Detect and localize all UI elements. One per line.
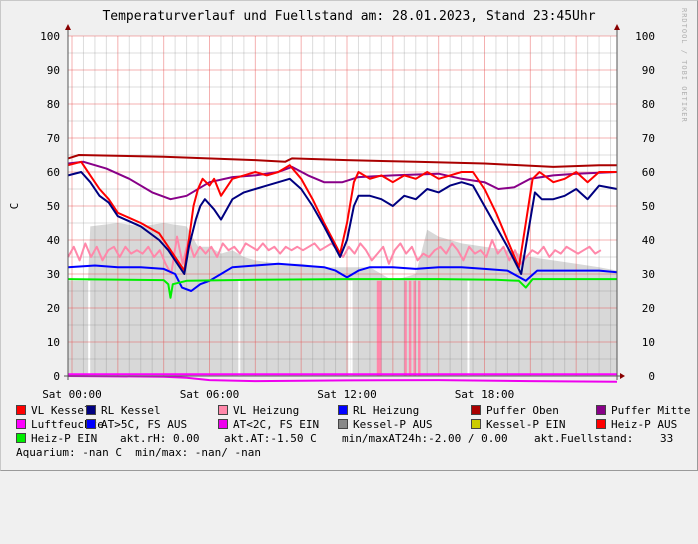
y-tick-label-right: 0 [648,370,655,383]
vl-heizung-bar [404,280,407,376]
legend-label: Kessel-P EIN [486,418,566,431]
fuellstand-label: akt.Fuellstand: [534,432,634,445]
y-tick-label-left: 30 [47,268,60,281]
y-tick-label-left: 90 [47,64,60,77]
vl-heizung-bar [408,280,412,376]
legend-row-2: Luftfeuchte AT>5C, FS AUS AT<2C, FS EIN Kes… [16,418,696,432]
y-tick-label-left: 10 [47,336,60,349]
legend-label: VL Heizung [233,404,300,417]
series-puffer-mitte [67,160,618,201]
y-tick-label-right: 60 [642,166,655,179]
legend-row-1: VL Kessel RL Kessel VL Heizung RL Heizung Pu… [16,404,696,418]
area-kessel-p-aus [68,223,618,376]
y-tick-label-left: 60 [47,166,60,179]
legend-label: Puffer Mitte [611,404,691,417]
y-tick-label-right: 40 [642,234,655,247]
legend-item-kessel-p-aus: Kessel-P AUS [338,418,432,432]
legend-label: Luftfeuchte [31,418,104,431]
legend-swatch [338,419,348,429]
y-tick-label-right: 10 [642,336,655,349]
vl-heizung-bar [413,280,416,376]
legend-label: AT>5C, FS AUS [101,418,188,431]
x-tick-label: Sat 18:00 [455,388,515,401]
series-rl-heizung [68,262,618,292]
legend-item-vl-kessel: VL Kessel [16,404,91,418]
legend-swatch [86,419,96,429]
min-max-at: min/maxAT24h:-2.00 / 0.00 [342,432,508,445]
legend-swatch [16,405,26,415]
y-tick-label-right: 80 [642,98,655,111]
legend-swatch [16,433,26,443]
legend-label: Kessel-P AUS [353,418,433,431]
legend-label: RL Kessel [101,404,161,417]
legend-swatch [471,405,481,415]
legend-item-heiz-p-aus: Heiz-P AUS [596,418,677,432]
legend-swatch [218,419,228,429]
legend-item-vl-heizung: VL Heizung [218,404,299,418]
y-tick-label-left: 50 [47,200,60,213]
legend-item-rl-kessel: RL Kessel [86,404,161,418]
y-tick-label-right: 50 [642,200,655,213]
legend-row-3: Heiz-P EIN akt.rH: 0.00 akt.AT:-1.50 C m… [16,432,696,446]
y-tick-label-right: 20 [642,302,655,315]
legend-label: RL Heizung [353,404,420,417]
x-tick-label: Sat 00:00 [42,388,102,401]
y-tick-label-right: 100 [635,30,655,43]
legend-swatch [338,405,348,415]
series-rl-kessel [67,171,618,275]
rrdtool-watermark: RRDTOOL / TOBI OETIKER [680,8,688,123]
legend-item-at-5c-fs-aus: AT>5C, FS AUS [86,418,187,432]
series-puffer-oben [67,154,617,168]
legend-swatch [218,405,228,415]
legend-item-kessel-p-ein: Kessel-P EIN [471,418,565,432]
legend-swatch [596,405,606,415]
legend-item-puffer-mitte: Puffer Mitte [596,404,690,418]
legend-swatch [596,419,606,429]
aquarium-stats: Aquarium: -nan C min/max: -nan/ -nan [16,446,262,459]
series-at-2c-fs-ein [68,375,618,383]
legend-swatch [471,419,481,429]
legend-row-4: Aquarium: -nan C min/max: -nan/ -nan [16,446,696,460]
vl-heizung-bar [379,280,382,376]
legend-label: Puffer Oben [486,404,559,417]
y-tick-label-left: 70 [47,132,60,145]
x-axis-arrow [620,373,625,379]
legend-item-at-2c-fs-ein: AT<2C, FS EIN [218,418,319,432]
legend-label: Heiz-P EIN [31,432,98,445]
legend-item-rl-heizung: RL Heizung [338,404,419,418]
y-tick-label-left: 40 [47,234,60,247]
x-tick-label: Sat 06:00 [180,388,240,401]
series-vl-kessel [67,160,617,272]
y-axis-arrow-left [65,24,71,30]
vl-heizung-bar [376,280,380,376]
y-tick-label-right: 90 [642,64,655,77]
series-heiz-p-ein [68,278,617,299]
akt-at: akt.AT:-1.50 C [224,432,317,445]
chart: 0 0 10 10 20 20 30 30 40 40 50 50 60 60 70 70 80 80 90 90 10… [8,24,655,401]
legend-swatch [86,405,96,415]
legend-item-puffer-oben: Puffer Oben [471,404,559,418]
legend-item-luftfeuchte: Luftfeuchte [16,418,104,432]
y-tick-label-left: 100 [40,30,60,43]
vl-heizung-bar [418,280,421,376]
y-tick-label-left: 0 [53,370,60,383]
y-tick-label-right: 70 [642,132,655,145]
legend: VL Kessel RL Kessel VL Heizung RL Heizung Pu… [16,404,696,460]
y-tick-label-left: 20 [47,302,60,315]
y-axis-arrow-right [614,24,620,30]
legend-label: Heiz-P AUS [611,418,678,431]
y-axis-label: C [8,203,21,210]
legend-label: AT<2C, FS EIN [233,418,320,431]
legend-item-heiz-p-ein: Heiz-P EIN [16,432,97,446]
legend-label: VL Kessel [31,404,91,417]
y-tick-label-left: 80 [47,98,60,111]
legend-swatch [16,419,26,429]
akt-rh: akt.rH: 0.00 [120,432,200,445]
chart-title: Temperaturverlauf und Fuellstand am: 28.… [102,9,596,24]
x-tick-label: Sat 12:00 [317,388,377,401]
y-tick-label-right: 30 [642,268,655,281]
fuellstand-value: 33 [660,432,674,445]
